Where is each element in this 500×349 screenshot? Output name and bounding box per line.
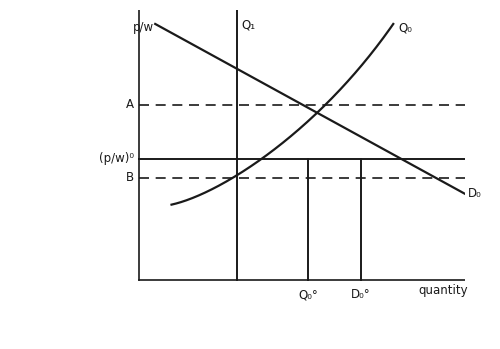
- Text: quantity: quantity: [418, 284, 469, 297]
- Text: p/w: p/w: [132, 21, 154, 34]
- Text: Q₀°: Q₀°: [298, 288, 318, 301]
- Text: A: A: [126, 98, 134, 111]
- Text: (p/w)⁰: (p/w)⁰: [99, 152, 134, 165]
- Text: Q₀: Q₀: [398, 21, 412, 34]
- Text: Q₁: Q₁: [242, 18, 256, 31]
- Text: D₀°: D₀°: [351, 288, 370, 301]
- Text: D₀: D₀: [468, 187, 482, 200]
- Text: B: B: [126, 171, 134, 184]
